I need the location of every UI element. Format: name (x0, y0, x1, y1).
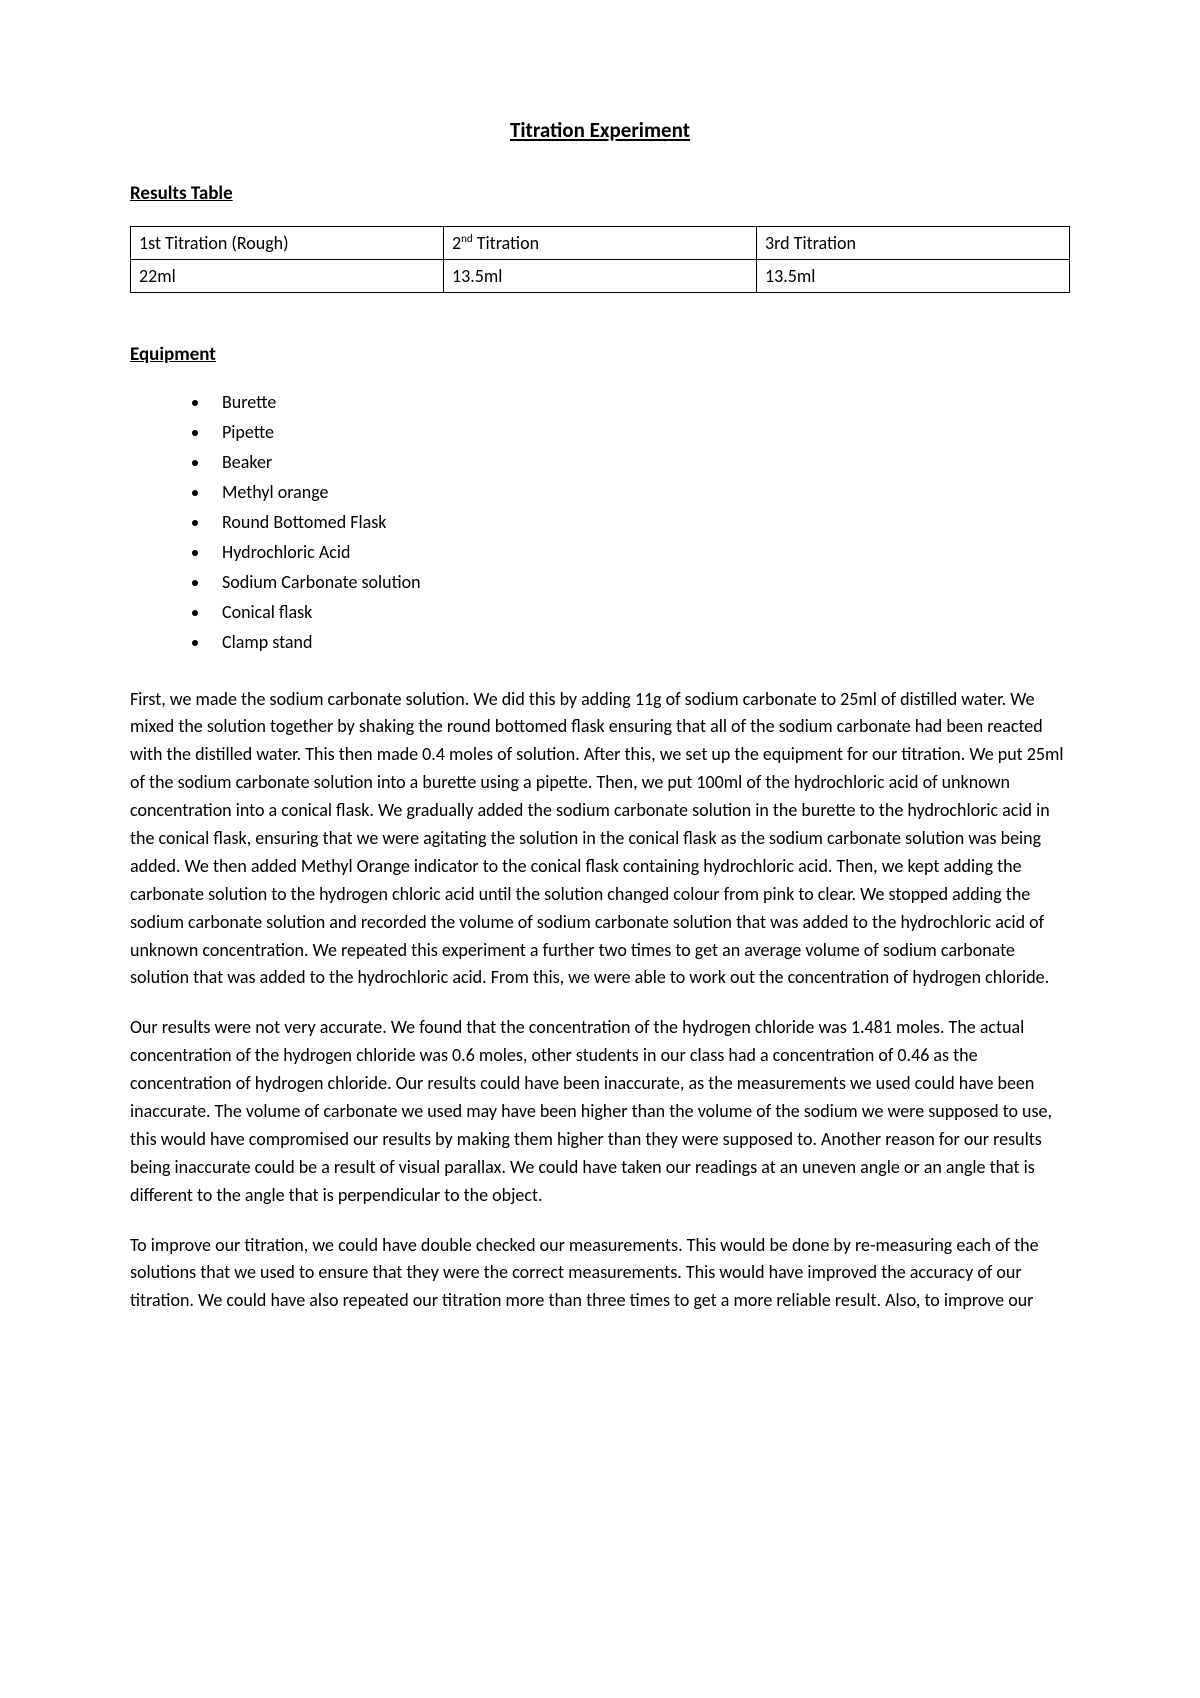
table-data-cell: 13.5ml (757, 260, 1070, 293)
results-discussion-paragraph: Our results were not very accurate. We f… (130, 1014, 1070, 1209)
list-item: Sodium Carbonate solution (210, 567, 1070, 597)
list-item: Burette (210, 387, 1070, 417)
equipment-heading: Equipment (130, 341, 1070, 369)
list-item: Pipette (210, 417, 1070, 447)
table-header-cell: 1st Titration (Rough) (131, 226, 444, 259)
list-item: Beaker (210, 447, 1070, 477)
list-item: Clamp stand (210, 627, 1070, 657)
table-data-cell: 22ml (131, 260, 444, 293)
improvements-paragraph: To improve our titration, we could have … (130, 1232, 1070, 1316)
list-item: Conical flask (210, 597, 1070, 627)
method-paragraph: First, we made the sodium carbonate solu… (130, 686, 1070, 993)
document-title: Titration Experiment (130, 115, 1070, 145)
table-header-cell: 3rd Titration (757, 226, 1070, 259)
equipment-list: Burette Pipette Beaker Methyl orange Rou… (210, 387, 1070, 658)
list-item: Hydrochloric Acid (210, 537, 1070, 567)
table-data-cell: 13.5ml (444, 260, 757, 293)
results-heading: Results Table (130, 180, 1070, 208)
list-item: Round Bottomed Flask (210, 507, 1070, 537)
results-table: 1st Titration (Rough) 2nd Titration 3rd … (130, 226, 1070, 293)
table-header-cell: 2nd Titration (444, 226, 757, 259)
list-item: Methyl orange (210, 477, 1070, 507)
table-header-row: 1st Titration (Rough) 2nd Titration 3rd … (131, 226, 1070, 259)
table-data-row: 22ml 13.5ml 13.5ml (131, 260, 1070, 293)
